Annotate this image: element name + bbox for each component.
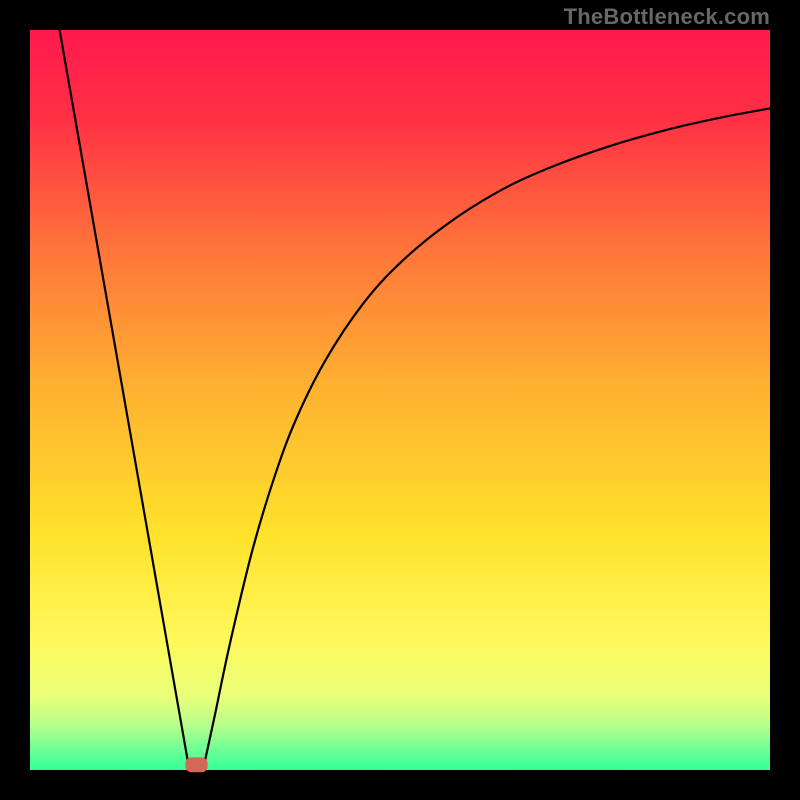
chart-frame: TheBottleneck.com <box>0 0 800 800</box>
chart-svg <box>0 0 800 800</box>
frame-rect <box>0 0 800 800</box>
min-marker <box>185 757 207 772</box>
plot-background <box>30 30 770 770</box>
bottleneck-curve <box>60 30 770 774</box>
watermark-text: TheBottleneck.com <box>564 4 770 30</box>
